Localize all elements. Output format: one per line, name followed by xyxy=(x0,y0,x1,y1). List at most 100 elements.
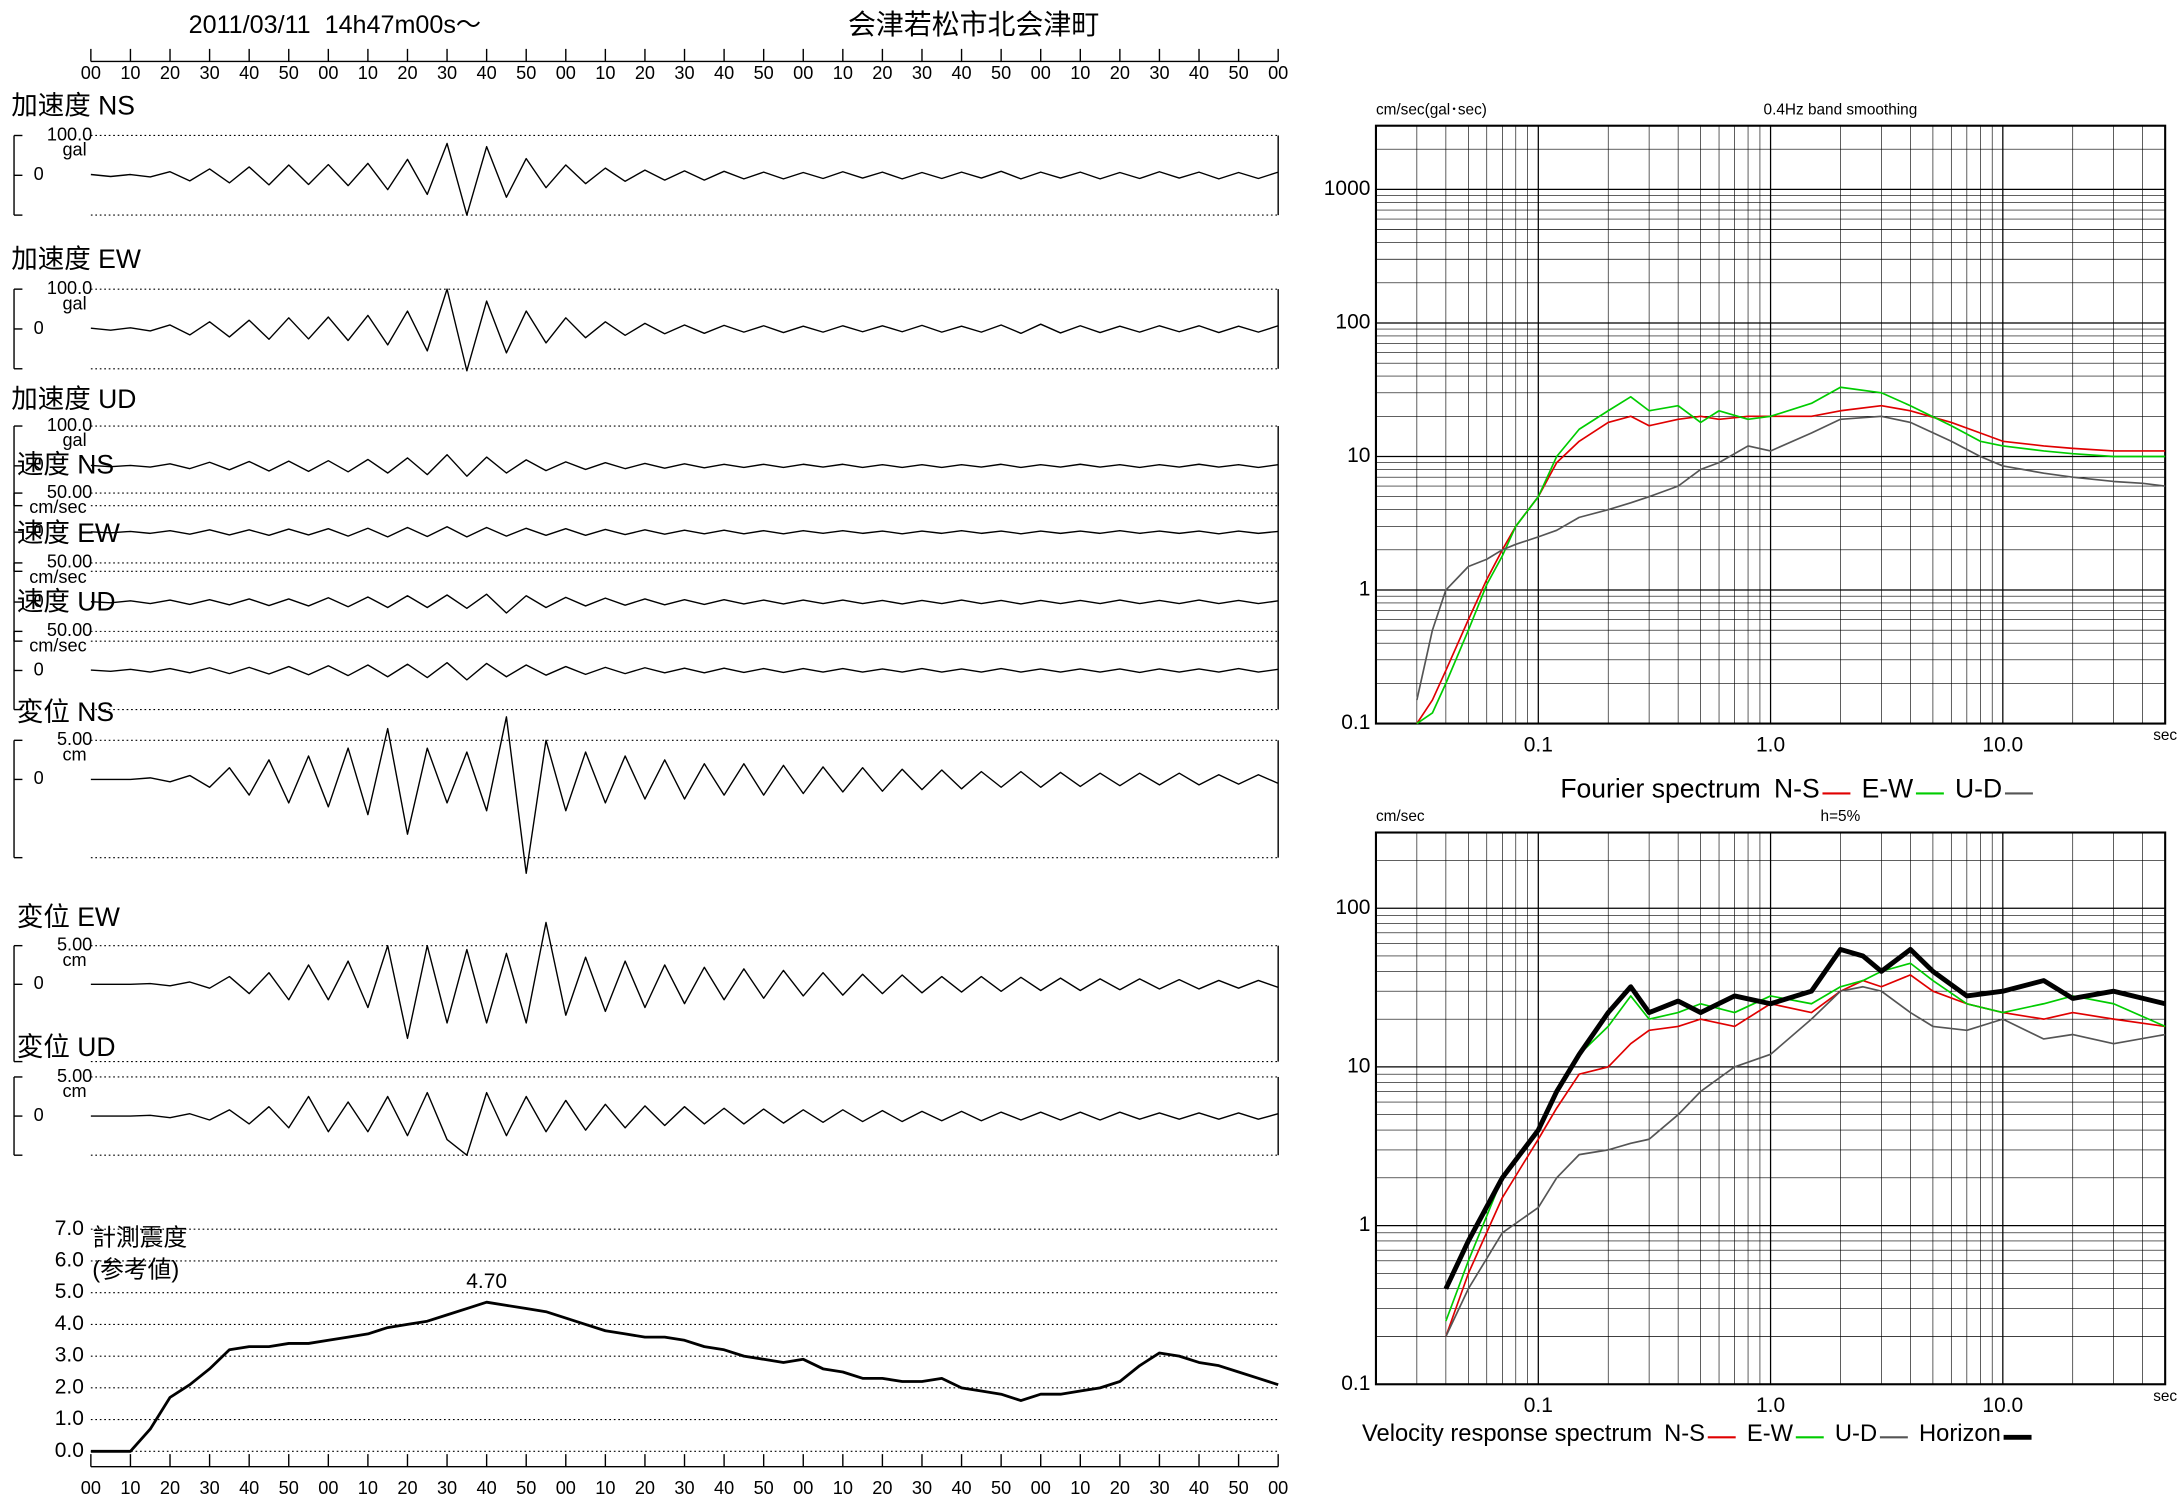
x-tick-label: 20 xyxy=(160,63,180,83)
panel-title: 速度 EW xyxy=(17,518,120,548)
trace xyxy=(90,716,1279,875)
y-tick-label: 0 xyxy=(34,318,44,338)
trace xyxy=(90,1091,1279,1156)
location: 会津若松市北会津町 xyxy=(848,9,1099,40)
y-tick-label: 0 xyxy=(34,591,44,611)
x-tick-label: 50 xyxy=(754,1478,774,1498)
y-tick-label: 0 xyxy=(34,768,44,788)
legend-label: E-W xyxy=(1862,774,1914,804)
y-tick-label: 50.00 xyxy=(47,620,92,640)
trace xyxy=(90,142,1279,216)
panel-title: 変位 EW xyxy=(17,902,120,932)
unit-label: cm xyxy=(62,1081,86,1101)
x-tick-label: 0.1 xyxy=(1524,1394,1553,1417)
x-tick-label: 10 xyxy=(1070,1478,1090,1498)
y-tick-label: 100 xyxy=(1335,896,1370,919)
x-tick-label: 0.1 xyxy=(1524,733,1553,756)
x-tick-label: 20 xyxy=(397,63,417,83)
y-tick-label: 0 xyxy=(34,455,44,475)
x-tick-label: 50 xyxy=(279,1478,299,1498)
intensity-line xyxy=(90,1300,1279,1453)
y-axis-label: (参考値) xyxy=(92,1256,179,1283)
x-tick-label: 20 xyxy=(160,1478,180,1498)
x-tick-label: 20 xyxy=(635,63,655,83)
x-tick-label: 10 xyxy=(358,63,378,83)
x-tick-label: 20 xyxy=(1110,1478,1130,1498)
x-tick-label: 20 xyxy=(397,1478,417,1498)
x-tick-label: 10 xyxy=(1070,63,1090,83)
x-tick-label: 40 xyxy=(477,63,497,83)
x-tick-label: 30 xyxy=(912,1478,932,1498)
x-tick-label: 00 xyxy=(793,1478,813,1498)
y-tick-label: 50.00 xyxy=(47,552,92,572)
series-line xyxy=(1416,415,2166,701)
x-tick-label: 30 xyxy=(1149,1478,1169,1498)
x-tick-label: 50 xyxy=(754,63,774,83)
panel-title: 加速度 EW xyxy=(11,244,141,274)
y-tick-label: 10 xyxy=(1347,1054,1370,1077)
trace xyxy=(90,661,1279,681)
y-tick-label: 0 xyxy=(34,973,44,993)
x-tick-label: 10 xyxy=(595,63,615,83)
x-tick-label: 40 xyxy=(239,1478,259,1498)
trace xyxy=(90,921,1279,1040)
legend-caption: Fourier spectrum xyxy=(1560,774,1760,804)
trace xyxy=(90,526,1279,538)
x-tick-label: 30 xyxy=(200,63,220,83)
x-tick-label: 30 xyxy=(912,63,932,83)
y-tick-label: 4.0 xyxy=(55,1312,84,1335)
panel-title: 加速度 UD xyxy=(11,384,136,414)
x-tick-label: 50 xyxy=(1229,1478,1249,1498)
x-tick-label: 40 xyxy=(714,1478,734,1498)
annotation: 4.70 xyxy=(466,1270,507,1293)
y-tick-label: 100.0 xyxy=(47,124,92,144)
subtitle: 0.4Hz band smoothing xyxy=(1764,101,1918,118)
x-tick-label: 40 xyxy=(951,63,971,83)
y-tick-label: 50.00 xyxy=(47,482,92,502)
series-line xyxy=(1443,946,2166,1290)
x-tick-label: 10 xyxy=(833,63,853,83)
x-tick-label: 50 xyxy=(516,63,536,83)
subtitle: h=5% xyxy=(1821,808,1861,825)
panel-title: 変位 NS xyxy=(17,697,114,727)
y-tick-label: 3.0 xyxy=(55,1344,84,1367)
x-unit: sec xyxy=(2153,727,2177,744)
y-tick-label: 5.00 xyxy=(57,934,92,954)
series-line xyxy=(1416,386,2166,725)
x-tick-label: 50 xyxy=(991,1478,1011,1498)
panel-title: 速度 NS xyxy=(17,450,114,480)
x-tick-label: 50 xyxy=(1229,63,1249,83)
x-tick-label: 30 xyxy=(200,1478,220,1498)
x-tick-label: 1.0 xyxy=(1756,733,1785,756)
x-tick-label: 30 xyxy=(674,1478,694,1498)
legend-label: U-D xyxy=(1955,774,2002,804)
y-tick-label: 0.0 xyxy=(55,1439,84,1462)
x-tick-label: 10 xyxy=(120,63,140,83)
unit-label: gal xyxy=(62,140,86,160)
y-tick-label: 100.0 xyxy=(47,415,92,435)
unit-label: gal xyxy=(62,293,86,313)
x-tick-label: 00 xyxy=(318,63,338,83)
unit-label: cm/sec xyxy=(29,497,86,517)
y-tick-label: 0 xyxy=(34,521,44,541)
y-tick-label: 5.0 xyxy=(55,1280,84,1303)
x-tick-label: 30 xyxy=(437,1478,457,1498)
y-tick-label: 0 xyxy=(34,659,44,679)
x-tick-label: 40 xyxy=(951,1478,971,1498)
y-tick-label: 5.00 xyxy=(57,729,92,749)
legend-label: U-D xyxy=(1835,1421,1877,1447)
panel-title: 速度 UD xyxy=(17,586,116,616)
y-tick-label: 1000 xyxy=(1324,177,1371,200)
x-tick-label: 40 xyxy=(1189,63,1209,83)
unit-label: cm xyxy=(62,950,86,970)
plot-frame xyxy=(1374,831,2167,1386)
unit-label: gal xyxy=(62,430,86,450)
legend-label: N-S xyxy=(1774,774,1820,804)
trace xyxy=(90,454,1279,477)
panel-title: 変位 UD xyxy=(17,1032,116,1062)
y-tick-label: 2.0 xyxy=(55,1375,84,1398)
x-tick-label: 40 xyxy=(714,63,734,83)
x-tick-label: 30 xyxy=(674,63,694,83)
